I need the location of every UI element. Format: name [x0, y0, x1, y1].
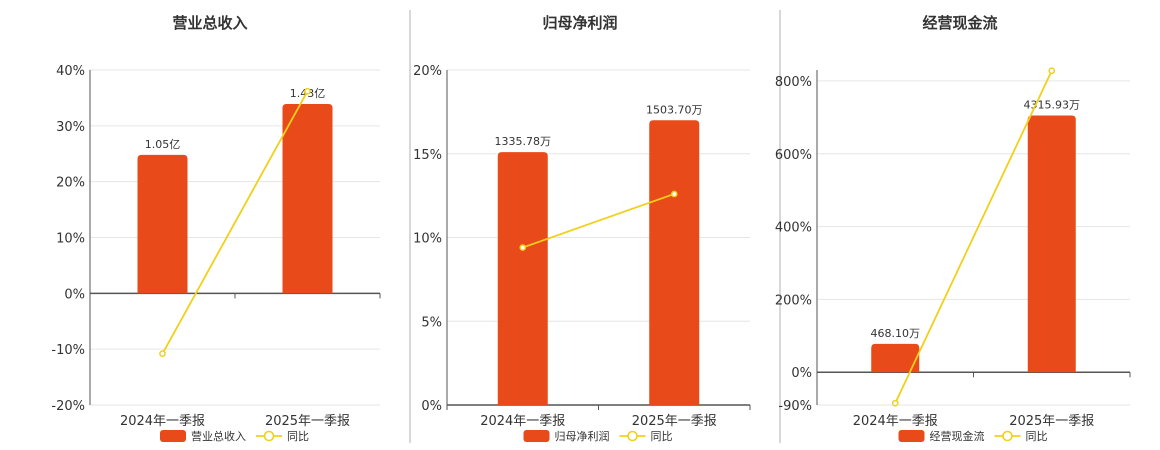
y-tick-label: 10% [413, 232, 442, 247]
yoy-point [519, 244, 527, 251]
legend-line-marker [263, 430, 275, 442]
y-tick-label: 400% [775, 221, 812, 236]
y-tick-label: 20% [413, 64, 442, 79]
chart-title: 经营现金流 [922, 14, 997, 32]
yoy-point [159, 350, 166, 357]
y-tick-label: 5% [421, 315, 442, 330]
legend-bar-swatch [160, 430, 186, 442]
x-category-label: 2024年一季报 [853, 414, 938, 429]
y-tick-label: 30% [56, 120, 85, 135]
y-tick-label: -90% [778, 399, 812, 414]
y-tick-label: 0% [791, 366, 812, 381]
bar [649, 120, 700, 405]
yoy-point [304, 87, 311, 95]
bar-value-label: 468.10万 [871, 327, 921, 340]
y-tick-label: 600% [775, 148, 812, 163]
y-tick-label: 20% [56, 176, 85, 191]
yoy-point [1048, 67, 1056, 75]
bar-value-label: 4315.93万 [1024, 99, 1081, 112]
yoy-point [891, 399, 899, 407]
yoy-line [161, 90, 309, 355]
chart-1: 营业总收入-20%-10%0%10%20%30%40%1.05亿1.43亿202… [51, 14, 381, 443]
yoy-point [670, 190, 678, 198]
x-category-label: 2025年一季报 [265, 414, 350, 429]
yoy-line [894, 70, 1053, 404]
legend-bar-swatch [898, 430, 925, 442]
chart-title: 归母净利润 [542, 14, 617, 32]
bar-value-label: 1335.78万 [495, 135, 552, 148]
x-category-label: 2024年一季报 [120, 414, 205, 429]
legend-bar-swatch [523, 430, 550, 442]
yoy-line [522, 193, 675, 249]
bar-value-label: 1.05亿 [145, 138, 181, 151]
bar [137, 154, 188, 294]
legend-line-label: 同比 [1026, 430, 1048, 443]
y-tick-label: 0% [64, 287, 85, 302]
y-tick-label: -20% [51, 399, 85, 414]
chart-2: 归母净利润 0% 5% 10% 15% 20% 1335.78万 1503.70万 2024年一… [409, 10, 751, 443]
y-tick-label: 10% [56, 232, 85, 247]
x-category-label: 2024年一季报 [480, 414, 565, 429]
y-tick-label: 200% [775, 293, 812, 308]
legend-bar-label: 营业总收入 [191, 429, 246, 443]
chart-3: 经营现金流 -90% 0% 200% 400% 600% 800% 468.10万 4315.9… [775, 10, 1131, 443]
legend-bar-label: 经营现金流 [930, 429, 985, 443]
y-tick-label: 800% [775, 75, 812, 90]
legend-line-marker [1002, 430, 1013, 442]
x-category-label: 2025年一季报 [632, 414, 717, 429]
bar [871, 343, 920, 373]
bar [282, 104, 333, 294]
y-tick-label: 40% [56, 64, 85, 79]
legend-bar-label: 归母净利润 [555, 429, 610, 443]
legend-line-label: 同比 [287, 430, 309, 443]
legend-line-label: 同比 [651, 430, 673, 443]
y-tick-label: -10% [51, 343, 85, 358]
y-tick-label: 15% [413, 148, 442, 163]
bar-value-label: 1503.70万 [646, 103, 703, 116]
chart-title: 营业总收入 [172, 14, 247, 32]
legend-line-marker [627, 430, 638, 442]
bar [1027, 115, 1076, 373]
y-tick-label: 0% [421, 399, 442, 414]
bar [497, 152, 548, 405]
x-category-label: 2025年一季报 [1009, 414, 1094, 429]
